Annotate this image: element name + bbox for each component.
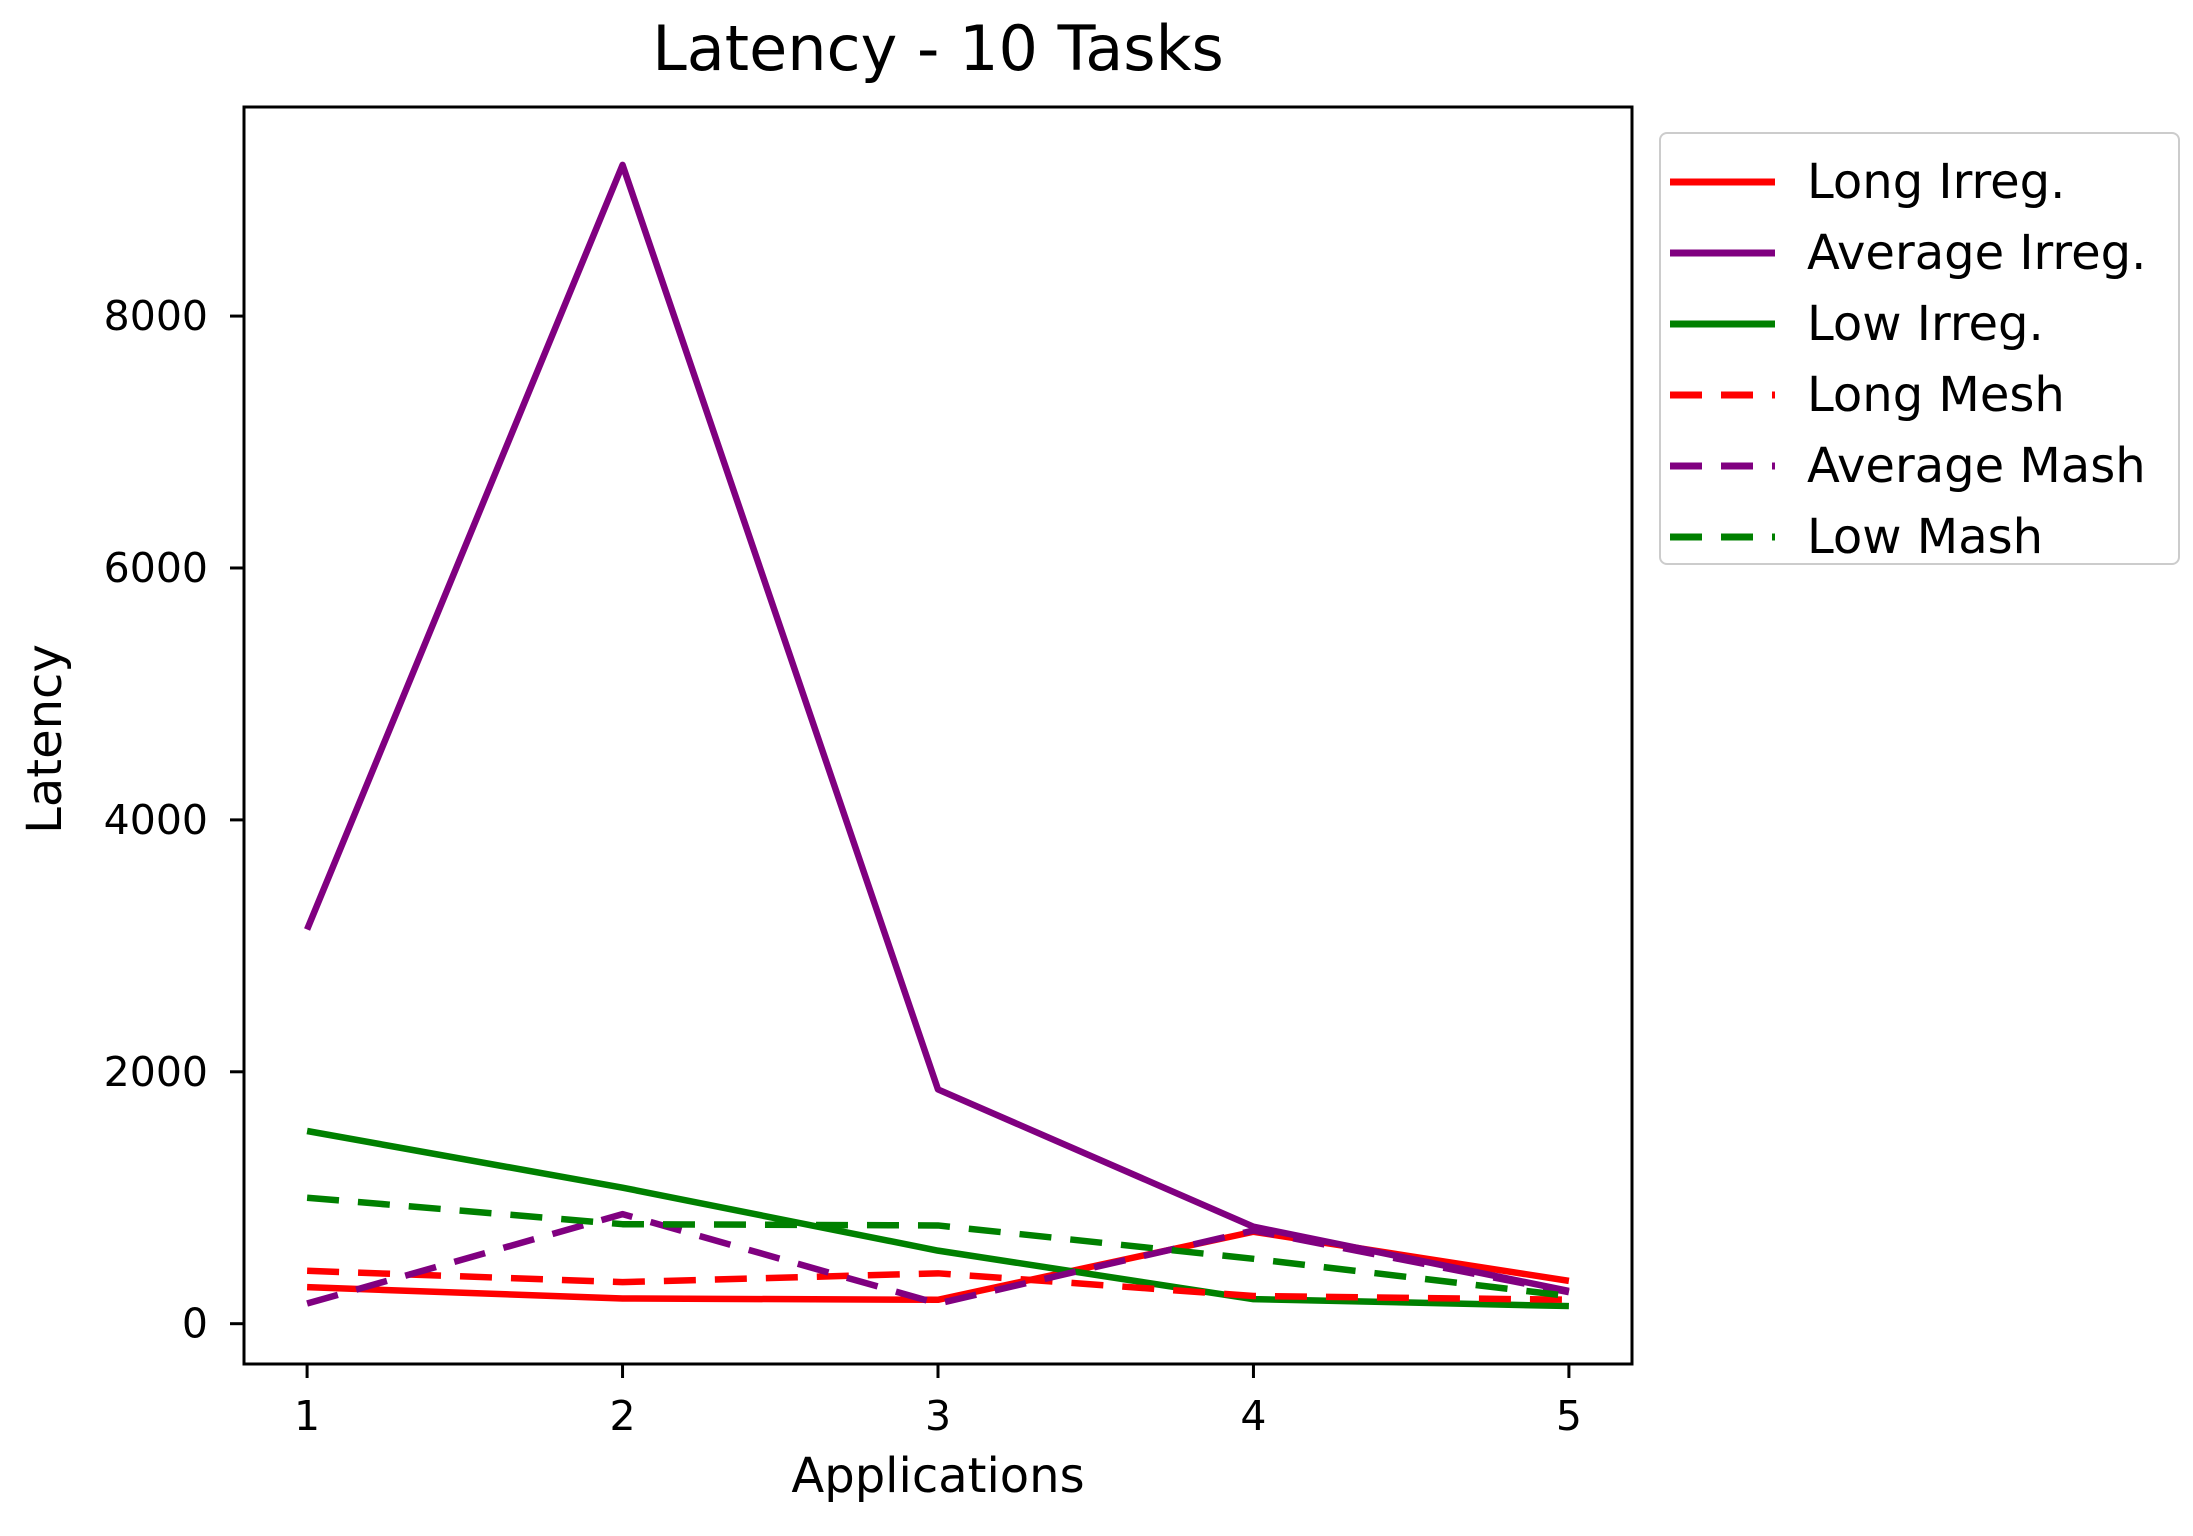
legend-item: Low Mash (1661, 501, 2178, 572)
legend-label: Long Mesh (1807, 366, 2065, 423)
legend-line-sample (1670, 178, 1775, 185)
legend-label: Average Irreg. (1807, 224, 2147, 281)
legend-label: Long Irreg. (1807, 153, 2066, 210)
legend-label: Low Irreg. (1807, 295, 2044, 352)
y-tick-label: 4000 (104, 796, 208, 844)
x-tick-label: 4 (1240, 1392, 1266, 1440)
series-line-low-irreg (306, 1127, 1569, 1310)
legend-line-sample (1670, 320, 1775, 327)
legend-line-sample (1670, 462, 1775, 469)
y-tick-label: 2000 (104, 1048, 208, 1096)
x-tick-label: 1 (294, 1392, 320, 1440)
legend: Long Irreg. Average Irreg. Low Irreg. Long … (1659, 132, 2180, 565)
legend-line-sample (1670, 249, 1775, 256)
legend-item: Average Irreg. (1661, 217, 2178, 288)
chart-title: Latency - 10 Tasks (652, 12, 1224, 85)
y-tick-label: 0 (182, 1300, 208, 1348)
x-tick-label: 3 (925, 1392, 951, 1440)
legend-item: Low Irreg. (1661, 288, 2178, 359)
legend-line-sample (1670, 391, 1775, 398)
axes-spines (242, 105, 1634, 1366)
series-line-long-mesh (306, 1267, 1569, 1304)
legend-label: Average Mash (1807, 437, 2146, 494)
series-line-long-irreg (306, 1228, 1570, 1304)
series-line-low-mash (306, 1194, 1570, 1300)
y-axis-label: Latency (17, 644, 73, 834)
legend-line-sample (1670, 533, 1775, 540)
series-line-average-irreg (304, 161, 1570, 1295)
legend-item: Long Mesh (1661, 359, 2178, 430)
x-tick-label: 2 (609, 1392, 635, 1440)
legend-label: Low Mash (1807, 508, 2044, 565)
x-tick-label: 5 (1556, 1392, 1582, 1440)
legend-item: Average Mash (1661, 430, 2178, 501)
legend-item: Long Irreg. (1661, 146, 2178, 217)
series-line-average-mash (306, 1210, 1570, 1307)
y-tick-label: 6000 (104, 544, 208, 592)
x-axis-label: Applications (791, 1448, 1085, 1504)
y-tick-label: 8000 (104, 292, 208, 340)
